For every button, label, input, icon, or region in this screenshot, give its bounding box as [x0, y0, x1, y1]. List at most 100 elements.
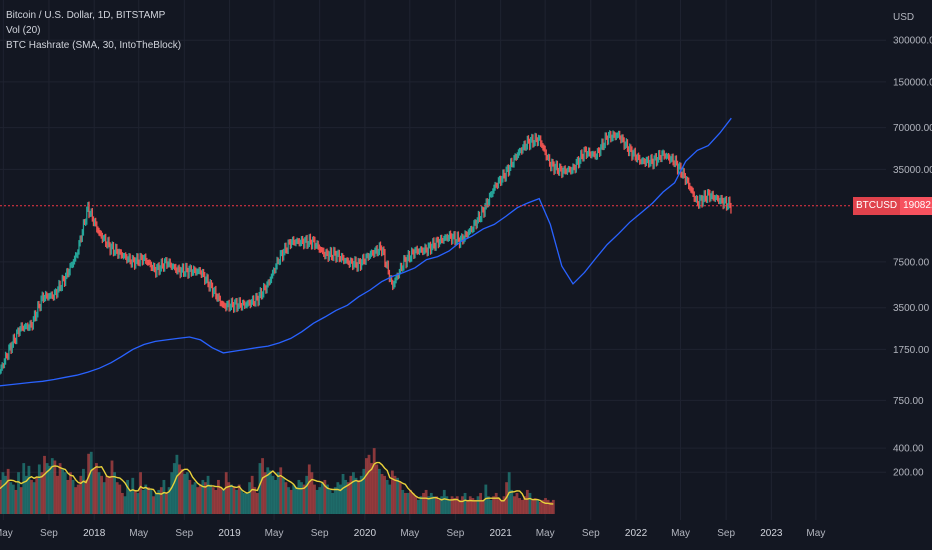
- volume-bar: [30, 479, 33, 514]
- volume-bar: [333, 487, 337, 514]
- volume-bar: [162, 479, 166, 514]
- volume-bar: [175, 454, 179, 514]
- volume-bar: [346, 482, 350, 514]
- volume-bar: [24, 475, 28, 514]
- volume-bar: [365, 458, 368, 514]
- volume-bar: [385, 479, 389, 514]
- price-tag-value: 19082.00: [900, 196, 932, 215]
- volume-bar: [152, 496, 155, 514]
- x-tick-label: 2019: [218, 528, 241, 539]
- volume-bar: [126, 479, 129, 514]
- volume-bar: [133, 489, 137, 514]
- volume-ma-line: [0, 461, 554, 505]
- volume-bar: [131, 477, 135, 514]
- volume-bar: [411, 492, 415, 514]
- time-axis[interactable]: May Sep 2018 May Sep 2019 May Sep 2020 May Sep 2021…: [0, 528, 825, 539]
- volume-bar: [170, 472, 174, 514]
- volume-bar: [74, 487, 78, 514]
- volume-bar: [230, 484, 233, 514]
- volume-bar: [531, 499, 534, 514]
- volume-bar: [546, 499, 550, 514]
- volume-bar: [336, 482, 340, 514]
- x-tick-label: Sep: [40, 528, 58, 539]
- volume-bar: [204, 482, 207, 514]
- volume-bar: [512, 496, 516, 514]
- volume-bar: [211, 487, 215, 514]
- volume-bar: [250, 475, 254, 514]
- volume-indicator-label[interactable]: Vol (20): [6, 25, 41, 36]
- volume-bar: [266, 467, 270, 514]
- volume-bar: [279, 467, 283, 514]
- volume-bar: [149, 489, 153, 514]
- volume-bar: [310, 472, 314, 514]
- volume-bar: [422, 492, 425, 514]
- volume-bar: [538, 501, 542, 514]
- volume-bar: [344, 479, 348, 514]
- volume-bar: [271, 475, 275, 514]
- volume-bar: [79, 475, 83, 514]
- volume-bar: [157, 489, 161, 514]
- volume-bar: [479, 492, 483, 514]
- volume-bar: [141, 489, 145, 514]
- volume-bar: [461, 496, 464, 514]
- volume-bar: [115, 482, 119, 514]
- x-tick-label: 2018: [83, 528, 106, 539]
- volume-bar: [463, 492, 467, 514]
- volume-bar: [198, 484, 202, 514]
- volume-bar: [432, 496, 436, 514]
- volume-bar: [352, 472, 355, 514]
- volume-bar: [276, 472, 280, 514]
- volume-bar: [261, 458, 264, 514]
- y-tick-label: 150000.00: [893, 77, 932, 88]
- volume-bar: [370, 463, 373, 514]
- volume-bar: [255, 492, 259, 514]
- volume-bar: [489, 499, 493, 514]
- volume-bar: [258, 463, 262, 514]
- volume-bar: [154, 492, 158, 514]
- symbol-title[interactable]: Bitcoin / U.S. Dollar, 1D, BITSTAMP: [6, 10, 166, 21]
- volume-bar: [320, 482, 324, 514]
- volume-bar: [453, 498, 457, 514]
- volume-bar: [71, 479, 75, 514]
- volume-bar: [118, 484, 122, 514]
- volume-bar: [445, 496, 449, 514]
- volume-bar: [442, 489, 446, 514]
- volume-bar: [66, 479, 70, 514]
- volume-bar: [341, 473, 345, 514]
- volume-bar: [502, 496, 506, 514]
- volume-bar: [471, 498, 475, 514]
- price-tag-symbol: BTCUSD: [853, 196, 901, 215]
- volume-bar: [551, 499, 555, 514]
- y-tick-label: 1750.00: [893, 345, 930, 356]
- volume-bar: [17, 472, 20, 514]
- volume-bar: [110, 460, 114, 514]
- volume-bar: [497, 498, 501, 514]
- volume-bars: [0, 448, 555, 514]
- y-tick-label: 3500.00: [893, 303, 930, 314]
- y-tick-label: 7500.00: [893, 257, 930, 268]
- y-tick-label: 35000.00: [893, 165, 932, 176]
- volume-bar: [97, 472, 101, 514]
- x-tick-label: 2022: [625, 528, 648, 539]
- volume-bar: [76, 484, 80, 514]
- price-axis[interactable]: USD 300000.00 150000.00 70000.00 35000.00 75…: [893, 12, 932, 479]
- volume-bar: [323, 479, 327, 514]
- volume-bar: [510, 489, 514, 514]
- volume-bar: [401, 489, 405, 514]
- volume-bar: [35, 477, 39, 514]
- volume-bar: [193, 482, 197, 514]
- volume-bar: [19, 487, 23, 514]
- volume-bar: [294, 487, 298, 514]
- volume-bar: [224, 472, 228, 514]
- volume-bar: [242, 492, 246, 514]
- volume-bar: [45, 463, 49, 514]
- volume-bar: [167, 487, 171, 514]
- volume-bar: [1, 472, 5, 514]
- volume-bar: [328, 489, 332, 514]
- hashrate-indicator-label[interactable]: BTC Hashrate (SMA, 30, IntoTheBlock): [6, 40, 182, 51]
- volume-bar: [419, 496, 423, 514]
- volume-bar: [528, 492, 532, 514]
- volume-bar: [248, 482, 251, 514]
